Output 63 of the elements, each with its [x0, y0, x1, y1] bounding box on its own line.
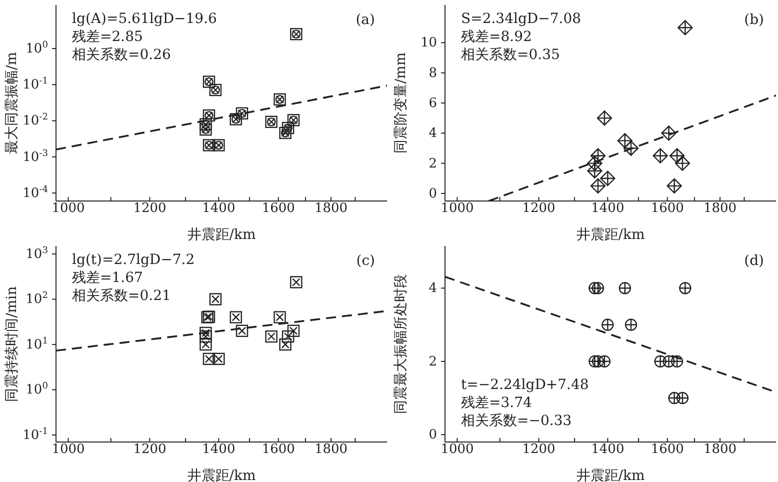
x-tick-label: 1600 [262, 201, 295, 216]
y-tick-label: 10$^{0}$ [26, 40, 48, 56]
annotation: lg(t)=2.7lgD−7.2 [72, 251, 195, 269]
y-axis-title: 同震阶变量/mm [392, 52, 410, 154]
y-tick-label: 10$^{2}$ [26, 291, 48, 308]
y-tick-label: 10$^{-4}$ [22, 184, 48, 201]
annotation: t=−2.24lgD+7.48 [461, 376, 589, 394]
y-tick-label: 2 [428, 156, 437, 172]
y-tick-label: 10$^{-2}$ [22, 112, 48, 129]
annotation: 残差=8.92 [461, 28, 533, 46]
y-tick-label: 10$^{-1}$ [22, 426, 48, 443]
text: (c) [356, 253, 375, 269]
x-tick-label: 1400 [591, 201, 624, 216]
x-tick-label: 1400 [202, 201, 236, 216]
x-tick-label: 1800 [703, 201, 737, 216]
annotation: 相关系数=0.35 [461, 46, 561, 64]
text: (a) [356, 12, 375, 28]
annotation: 相关系数=0.21 [72, 287, 172, 305]
x-tick-label: 1000 [52, 201, 85, 216]
annotation: S=2.34lgD−7.08 [461, 10, 582, 28]
x-tick-label: 1400 [591, 442, 624, 457]
annotation: 残差=3.74 [461, 394, 533, 412]
text: (d) [744, 253, 764, 269]
x-tick-label: 1200 [522, 201, 556, 216]
annotation: 残差=2.85 [72, 28, 144, 46]
y-tick-label: 2 [428, 354, 437, 370]
x-tick-label: 1200 [133, 442, 166, 457]
annotation: 残差=1.67 [72, 269, 144, 287]
y-tick-label: 4 [428, 281, 437, 296]
y-axis-title: 同震持续时间/min [3, 286, 21, 402]
x-tick-label: 1200 [522, 442, 556, 457]
x-tick-label: 1600 [650, 201, 684, 216]
x-axis-title: 井震距/km [187, 227, 256, 243]
text: (b) [744, 12, 764, 28]
y-tick-label: 10$^{-3}$ [22, 148, 48, 165]
x-axis-title: 井震距/km [576, 468, 645, 482]
x-tick-label: 1000 [440, 442, 474, 457]
x-tick-label: 1800 [314, 442, 348, 457]
y-tick-label: 10 [420, 36, 437, 51]
y-tick-label: 0 [428, 428, 437, 443]
x-axis-title: 井震距/km [576, 227, 645, 243]
x-tick-label: 1800 [314, 201, 348, 216]
x-tick-label: 1200 [133, 201, 166, 216]
x-tick-label: 1600 [262, 442, 295, 457]
annotation: lg(A)=5.61lgD−19.6 [72, 10, 217, 28]
x-tick-label: 1400 [202, 442, 236, 457]
x-axis-title: 井震距/km [187, 468, 256, 482]
x-tick-label: 1000 [52, 442, 85, 457]
y-tick-label: 10$^{1}$ [26, 336, 48, 352]
x-tick-label: 1600 [650, 442, 684, 457]
y-tick-label: 0 [428, 186, 437, 202]
annotation: 相关系数=−0.33 [461, 412, 573, 430]
y-tick-label: 10$^{-1}$ [22, 76, 48, 93]
y-tick-label: 10$^{3}$ [26, 246, 48, 262]
annotation: 相关系数=0.26 [72, 46, 172, 64]
y-tick-label: 10$^{0}$ [26, 382, 48, 398]
x-tick-label: 1000 [440, 201, 474, 216]
x-tick-label: 1800 [703, 442, 737, 457]
y-tick-label: 4 [428, 126, 437, 142]
y-tick-label: 6 [428, 96, 437, 111]
y-axis-title: 同震最大振幅所处时段 [392, 274, 410, 414]
y-tick-label: 8 [428, 66, 437, 81]
y-axis-title: 最大同震振幅/m [3, 52, 21, 154]
